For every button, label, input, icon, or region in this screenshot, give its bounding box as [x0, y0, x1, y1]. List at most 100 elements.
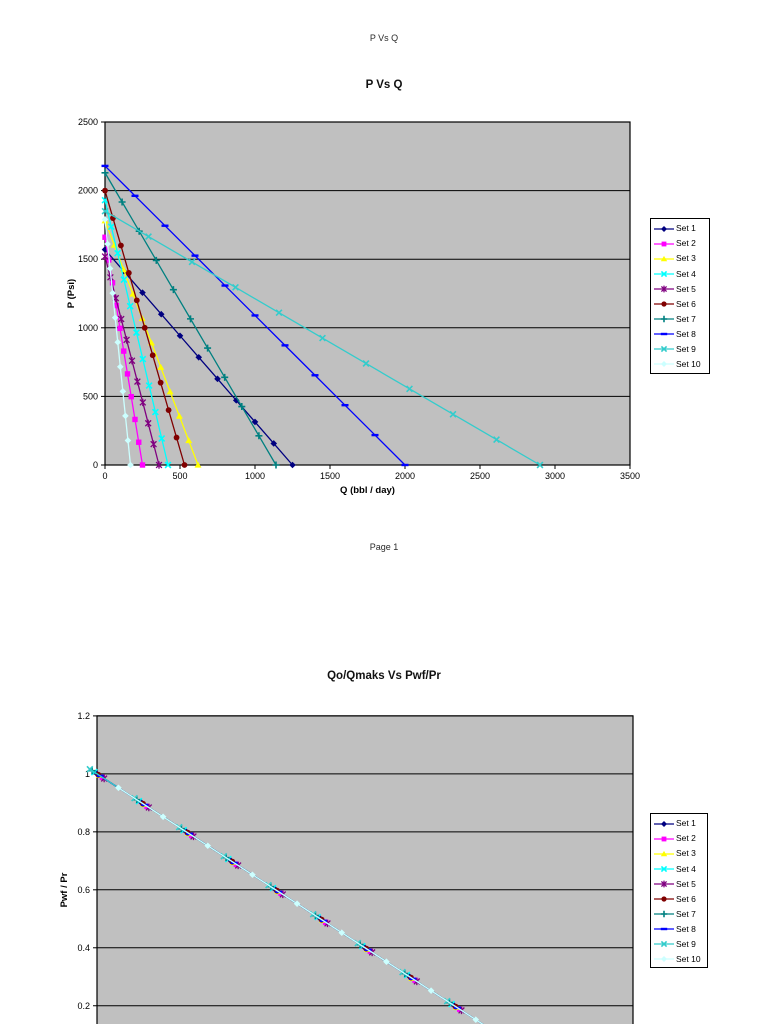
chart2-plot: 1.2 1 0.8 0.6 0.4 0.2 Pwf / Pr [59, 711, 634, 1024]
legend-label: Set 9 [676, 939, 696, 950]
legend-marker-circle-icon [654, 896, 674, 902]
legend-label: Set 5 [676, 878, 696, 889]
legend-marker-x-icon [654, 865, 674, 872]
legend-label: Set 1 [676, 818, 696, 829]
legend-item-set-1: Set 1 [654, 816, 707, 831]
legend-item-set-2: Set 2 [654, 831, 707, 846]
axis-text: 2500 [470, 471, 490, 481]
axis-text: 3500 [620, 471, 640, 481]
chart1-series-set-4 [101, 196, 172, 469]
legend-marker-circle-icon [654, 301, 674, 307]
axis-text: 500 [172, 471, 187, 481]
legend-label: Set 7 [676, 908, 696, 919]
axis-text: 1000 [245, 471, 265, 481]
legend-item-set-3: Set 3 [654, 846, 707, 861]
legend-item-set-1: Set 1 [654, 221, 709, 236]
legend-marker-x-icon [654, 270, 674, 277]
axis-text: 0.4 [77, 943, 90, 953]
axis-text: 1.2 [77, 711, 90, 721]
legend-item-set-9: Set 9 [654, 937, 707, 952]
legend-marker-triangle-icon [654, 850, 674, 857]
legend-label: Set 7 [676, 313, 696, 324]
legend-label: Set 8 [676, 328, 696, 339]
axis-text: 0.8 [77, 827, 90, 837]
legend-item-set-4: Set 4 [654, 861, 707, 876]
legend-marker-star-icon [654, 285, 674, 293]
chart1-series-set-10 [101, 216, 134, 469]
legend-marker-square-icon [654, 836, 674, 842]
legend-item-set-10: Set 10 [654, 952, 707, 967]
legend-item-set-7: Set 7 [654, 907, 707, 922]
axis-text: 0 [93, 460, 98, 470]
axis-text: Pwf / Pr [59, 872, 70, 907]
legend-label: Set 2 [676, 238, 696, 249]
legend-label: Set 9 [676, 344, 696, 355]
chart1-series-set-7 [101, 169, 280, 469]
axis-text: 2500 [78, 117, 98, 127]
chart1-series-set-9 [101, 207, 544, 469]
axis-text: 0.6 [77, 885, 90, 895]
legend-label: Set 2 [676, 833, 696, 844]
legend-marker-diamond-icon [654, 361, 674, 368]
axis-text: 500 [83, 391, 98, 401]
legend-label: Set 6 [676, 893, 696, 904]
legend-marker-x-icon [654, 941, 674, 948]
legend-marker-dash-icon [654, 333, 674, 336]
legend-item-set-10: Set 10 [654, 357, 709, 372]
legend-marker-triangle-icon [654, 255, 674, 262]
legend-label: Set 4 [676, 863, 696, 874]
legend-label: Set 4 [676, 268, 696, 279]
legend-marker-plus-icon [654, 315, 674, 323]
legend-marker-diamond-icon [654, 225, 674, 232]
axis-text: 1 [85, 769, 90, 779]
axis-text: 1500 [78, 254, 98, 264]
legend-label: Set 8 [676, 923, 696, 934]
axis-text: 3000 [545, 471, 565, 481]
chart1-title: P Vs Q [365, 79, 403, 91]
axis-text: 0.2 [77, 1001, 90, 1011]
axis-text: 0 [102, 471, 107, 481]
page-footer: Page 1 [369, 542, 399, 552]
axis-text: 2000 [395, 471, 415, 481]
chart1-legend: Set 1 Set 2 Set 3 Set 4 Set 5 Set 6 Set 7 Set 8… [650, 218, 710, 374]
chart2-series-set-10 [115, 784, 484, 1024]
legend-marker-dash-icon [654, 928, 674, 931]
legend-item-set-5: Set 5 [654, 876, 707, 891]
chart1-series-set-8 [101, 164, 409, 467]
legend-item-set-9: Set 9 [654, 342, 709, 357]
legend-item-set-6: Set 6 [654, 296, 709, 311]
axis-text: P (Psi) [66, 279, 77, 308]
legend-item-set-8: Set 8 [654, 922, 707, 937]
chart1-series-set-6 [102, 187, 188, 468]
legend-label: Set 10 [676, 359, 701, 370]
legend-marker-plus-icon [654, 910, 674, 918]
legend-item-set-7: Set 7 [654, 312, 709, 327]
legend-marker-diamond-icon [654, 820, 674, 827]
legend-marker-star-icon [654, 880, 674, 888]
legend-item-set-8: Set 8 [654, 327, 709, 342]
legend-marker-diamond-icon [654, 956, 674, 963]
legend-label: Set 5 [676, 283, 696, 294]
legend-label: Set 10 [676, 954, 701, 965]
legend-label: Set 6 [676, 298, 696, 309]
legend-label: Set 3 [676, 253, 696, 264]
chart2-title: Qo/Qmaks Vs Pwf/Pr [327, 670, 441, 682]
legend-item-set-5: Set 5 [654, 281, 709, 296]
legend-marker-square-icon [654, 241, 674, 247]
chart1-plot: 0 500 1000 1500 2000 2500 0 500 1000 1500 2000 2500… [66, 117, 640, 496]
axis-text: Q (bbl / day) [340, 485, 395, 496]
legend-item-set-6: Set 6 [654, 891, 707, 906]
legend-label: Set 1 [676, 223, 696, 234]
legend-item-set-3: Set 3 [654, 251, 709, 266]
legend-marker-x-icon [654, 346, 674, 353]
axis-text: 1000 [78, 323, 98, 333]
axis-text: 2000 [78, 186, 98, 196]
axis-text: 1500 [320, 471, 340, 481]
legend-label: Set 3 [676, 848, 696, 859]
page-header: P Vs Q [369, 33, 399, 43]
legend-item-set-4: Set 4 [654, 266, 709, 281]
chart2-legend: Set 1 Set 2 Set 3 Set 4 Set 5 Set 6 Set 7 Set 8… [650, 813, 708, 968]
legend-item-set-2: Set 2 [654, 236, 709, 251]
